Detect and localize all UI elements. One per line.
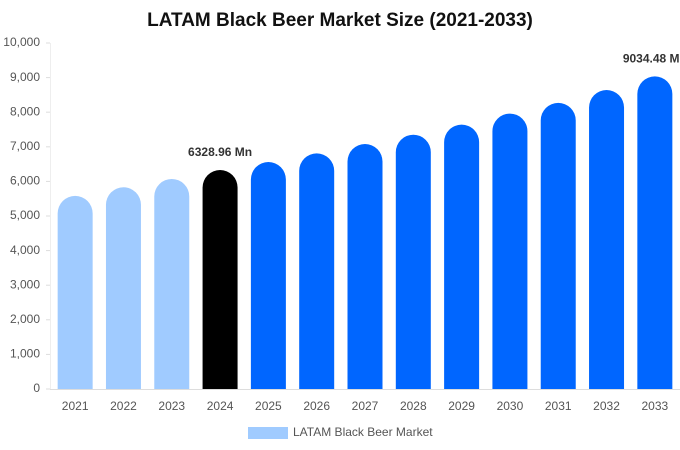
chart-title: LATAM Black Beer Market Size (2021-2033) — [147, 10, 533, 31]
data-label: 9034.48 Mn — [623, 52, 680, 66]
y-tick-label: 2,000 — [10, 312, 40, 326]
bar — [154, 178, 190, 389]
bar — [347, 144, 383, 389]
x-tick-label: 2029 — [448, 399, 475, 413]
x-tick-label: 2027 — [352, 399, 379, 413]
legend-swatch — [248, 427, 288, 439]
bar — [540, 102, 576, 389]
x-tick-label: 2023 — [158, 399, 185, 413]
y-tick-label: 9,000 — [10, 70, 40, 84]
y-tick-label: 8,000 — [10, 104, 40, 118]
y-tick-label: 10,000 — [3, 35, 40, 49]
x-tick-label: 2030 — [497, 399, 524, 413]
y-tick-label: 0 — [33, 381, 40, 395]
x-tick-label: 2026 — [303, 399, 330, 413]
y-tick-label: 3,000 — [10, 277, 40, 291]
bar — [250, 162, 286, 389]
x-tick-label: 2025 — [255, 399, 282, 413]
y-tick-label: 5,000 — [10, 208, 40, 222]
bar — [105, 187, 141, 389]
x-tick-label: 2031 — [545, 399, 572, 413]
x-tick-label: 2024 — [207, 399, 234, 413]
x-tick-label: 2032 — [593, 399, 620, 413]
data-label: 6328.96 Mn — [188, 145, 252, 159]
bar — [492, 113, 528, 390]
bar — [589, 90, 625, 389]
bar — [395, 134, 431, 389]
bar — [299, 153, 335, 389]
y-tick-label: 7,000 — [10, 139, 40, 153]
y-tick-label: 1,000 — [10, 347, 40, 361]
x-tick-label: 2021 — [62, 399, 89, 413]
bar — [444, 124, 480, 389]
legend-label: LATAM Black Beer Market — [293, 425, 433, 439]
bar — [202, 170, 238, 389]
x-tick-label: 2033 — [641, 399, 668, 413]
y-tick-label: 4,000 — [10, 243, 40, 257]
x-tick-label: 2028 — [400, 399, 427, 413]
bar — [637, 76, 673, 390]
bar — [57, 195, 93, 389]
x-tick-label: 2022 — [110, 399, 137, 413]
y-tick-label: 6,000 — [10, 174, 40, 188]
